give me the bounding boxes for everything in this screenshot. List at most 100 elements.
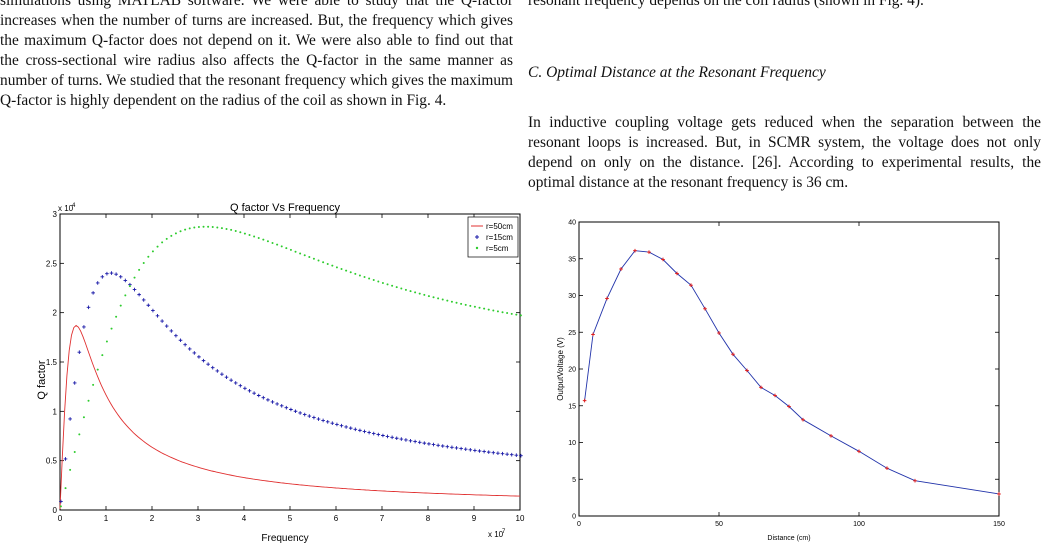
- data-point: [367, 430, 371, 435]
- data-point: [141, 298, 146, 302]
- data-point: [184, 228, 187, 231]
- data-point: [289, 248, 292, 251]
- data-point: [275, 402, 279, 406]
- data-point: [464, 303, 467, 306]
- y-exponent: 4: [72, 203, 76, 209]
- data-point: [605, 296, 609, 301]
- data-point: [394, 436, 399, 441]
- data-point: [256, 393, 261, 398]
- data-point: [450, 445, 454, 450]
- data-point: [138, 268, 141, 271]
- data-point: [482, 449, 486, 454]
- data-point: [147, 255, 150, 258]
- plot-area: [578, 221, 1000, 517]
- x-tick-label: 4: [242, 514, 247, 523]
- data-point: [340, 268, 343, 271]
- data-point: [473, 448, 477, 453]
- data-point: [331, 264, 334, 267]
- data-point: [515, 313, 518, 316]
- data-point: [243, 232, 246, 235]
- data-point: [128, 285, 131, 288]
- output-voltage-chart: OutputVoltage (V) Distance (cm) 0 50 100 15…: [556, 220, 1005, 543]
- data-point: [110, 327, 113, 330]
- data-point: [647, 250, 651, 254]
- x-axis-label: Distance (cm): [767, 535, 810, 542]
- data-point: [230, 228, 233, 231]
- data-point: [335, 266, 338, 269]
- x-axis-label: Frequency: [261, 533, 308, 544]
- data-point: [308, 256, 311, 259]
- data-point: [193, 226, 196, 229]
- y-tick-label: 10: [568, 440, 576, 447]
- voltage-line: [584, 250, 1000, 495]
- data-point: [829, 434, 833, 438]
- data-point: [455, 301, 458, 304]
- data-point: [91, 291, 95, 295]
- data-point: [432, 296, 435, 299]
- data-point: [745, 368, 749, 373]
- y-tick-label: 1.5: [46, 358, 58, 367]
- data-point: [422, 441, 427, 445]
- data-point: [262, 238, 265, 241]
- data-point: [299, 252, 302, 255]
- data-point: [801, 417, 805, 422]
- data-point: [164, 324, 169, 328]
- data-point: [293, 409, 298, 414]
- data-point: [418, 292, 421, 295]
- data-point: [294, 250, 297, 253]
- y-tick-label: 15: [568, 403, 576, 410]
- data-point: [381, 433, 385, 438]
- data-point: [276, 243, 279, 246]
- data-point: [115, 315, 118, 318]
- data-point: [68, 417, 72, 421]
- data-point: [95, 281, 100, 285]
- data-point: [913, 478, 917, 483]
- data-point: [312, 415, 316, 420]
- data-point: [519, 453, 523, 458]
- data-point: [220, 372, 224, 376]
- x-tick-label: 0: [577, 521, 581, 528]
- data-point: [348, 426, 353, 430]
- left-paragraph: simulations using MATLAB software. We we…: [0, 0, 513, 109]
- data-point: [454, 446, 459, 450]
- data-point: [119, 304, 122, 307]
- data-point: [703, 306, 707, 311]
- data-point: [174, 232, 177, 235]
- plot-area: [59, 213, 521, 511]
- data-point: [619, 267, 623, 271]
- data-point: [78, 433, 81, 436]
- data-point: [787, 404, 791, 409]
- data-point: [363, 276, 366, 279]
- y-tick-label: 1: [53, 407, 58, 416]
- legend-item: r=15cm: [475, 233, 513, 242]
- data-point: [427, 442, 431, 446]
- data-point: [253, 235, 256, 238]
- data-point: [371, 431, 376, 436]
- data-point: [146, 303, 151, 308]
- data-point: [63, 457, 68, 461]
- y-tick-label: 2: [53, 309, 58, 318]
- data-point: [72, 381, 77, 385]
- data-point: [358, 428, 362, 433]
- data-point: [192, 351, 197, 355]
- data-point: [353, 427, 358, 432]
- y-tick-label: 2.5: [46, 259, 58, 268]
- data-point: [252, 391, 256, 395]
- data-point: [501, 311, 504, 314]
- x-tick-label: 3: [196, 514, 201, 523]
- data-point: [582, 398, 587, 403]
- data-point: [248, 233, 251, 236]
- data-point: [689, 283, 693, 288]
- data-point: [156, 245, 159, 248]
- data-point: [229, 378, 233, 382]
- data-point: [87, 399, 90, 402]
- data-point: [316, 417, 321, 421]
- data-point: [446, 299, 449, 302]
- data-point: [440, 444, 445, 448]
- legend-label: r=15cm: [486, 233, 513, 242]
- data-point: [114, 272, 118, 277]
- data-point: [633, 248, 637, 253]
- data-point: [266, 240, 269, 243]
- data-point: [661, 257, 665, 262]
- data-point: [238, 383, 243, 388]
